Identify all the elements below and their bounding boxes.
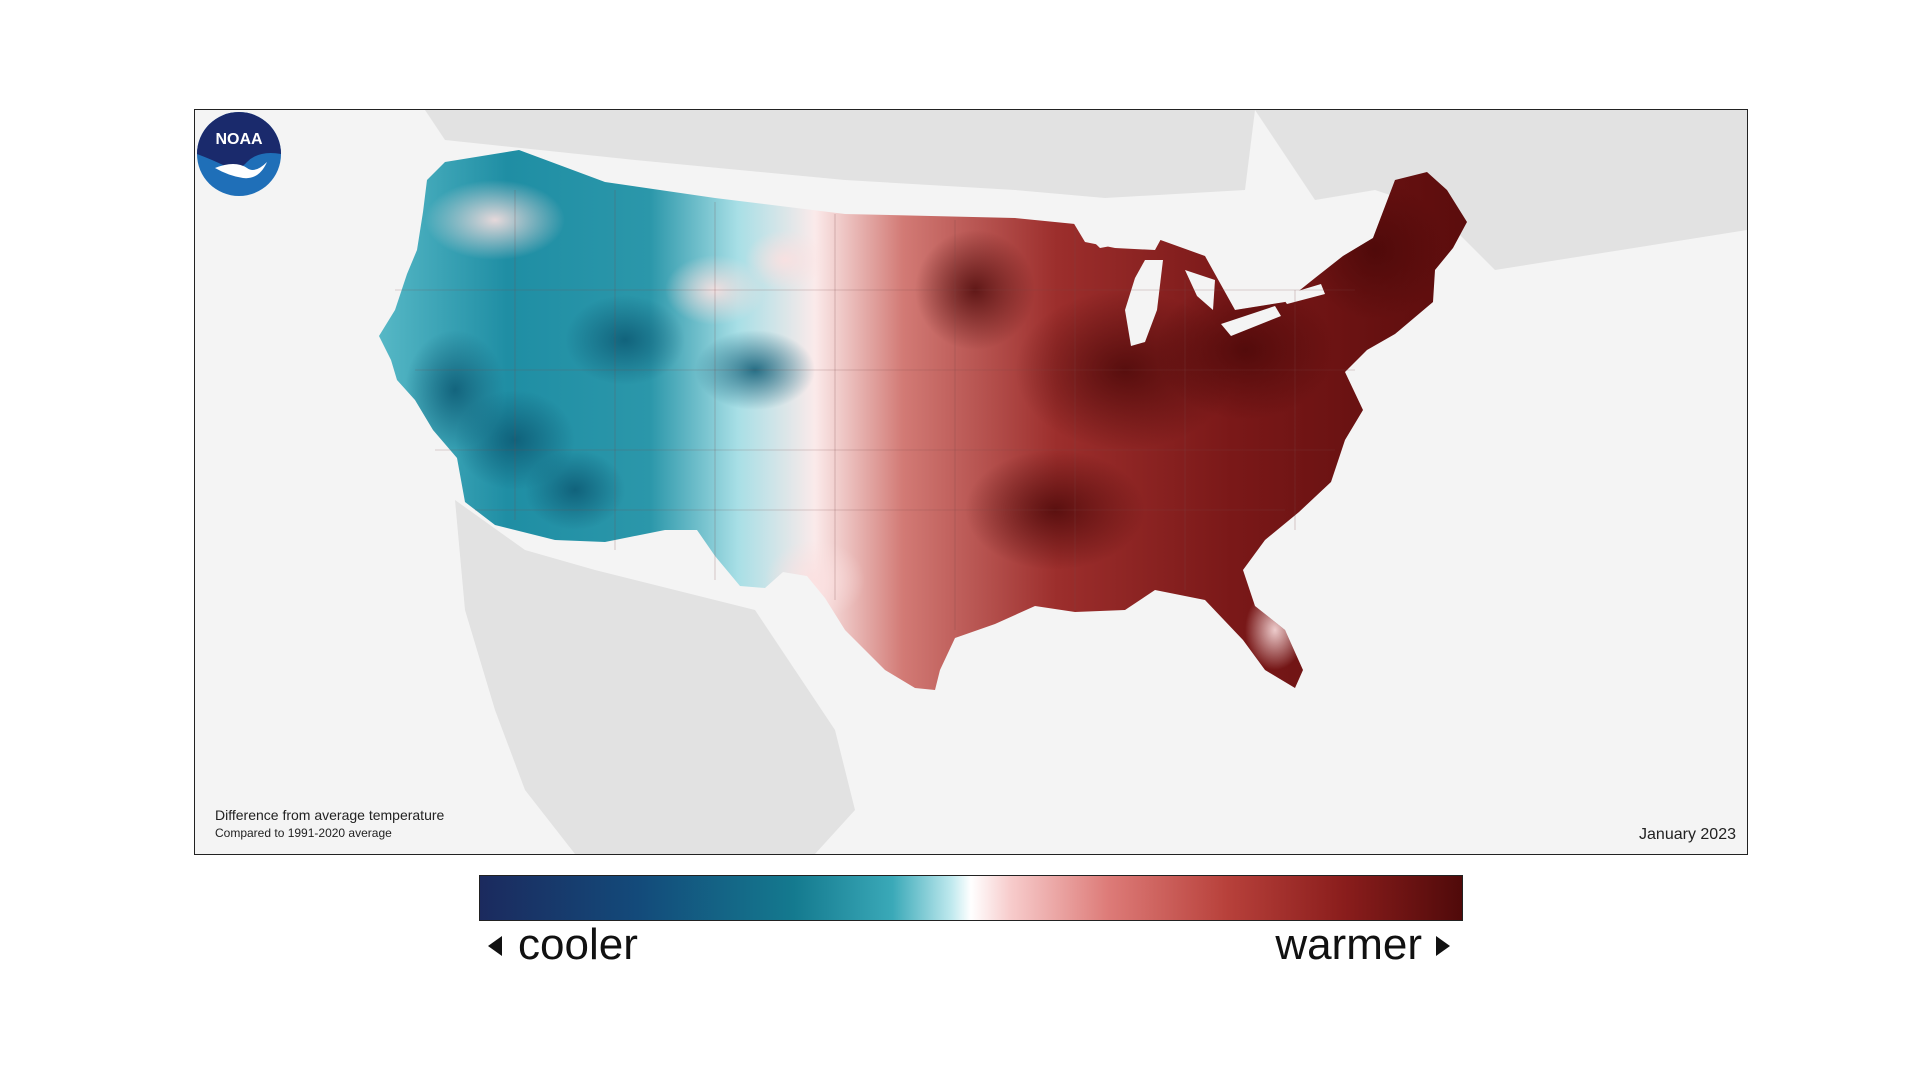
legend-warmer-label: warmer xyxy=(1275,920,1422,969)
great-lakes xyxy=(1073,222,1167,250)
noaa-logo-text: NOAA xyxy=(215,131,263,148)
temperature-colorbar xyxy=(479,875,1463,921)
great-lakes xyxy=(1221,306,1281,336)
canada-landmass xyxy=(425,110,1255,198)
temperature-anomaly-map xyxy=(379,110,1747,854)
map-date-label: January 2023 xyxy=(1639,826,1736,843)
triangle-right-icon xyxy=(1436,936,1450,956)
map-caption-title: Difference from average temperature xyxy=(215,807,445,823)
triangle-left-icon xyxy=(488,936,502,956)
map-panel: Difference from average temperature Comp… xyxy=(194,109,1748,855)
mexico-landmass xyxy=(455,500,855,854)
great-lakes xyxy=(1185,270,1215,310)
map-caption-subtitle: Compared to 1991-2020 average xyxy=(215,826,392,840)
great-lakes xyxy=(1281,284,1325,304)
great-lakes xyxy=(1125,260,1163,346)
noaa-logo: NOAA xyxy=(197,112,281,196)
state-borders xyxy=(395,190,1355,630)
legend-cooler-label: cooler xyxy=(518,920,638,969)
canada-landmass xyxy=(395,110,1747,270)
